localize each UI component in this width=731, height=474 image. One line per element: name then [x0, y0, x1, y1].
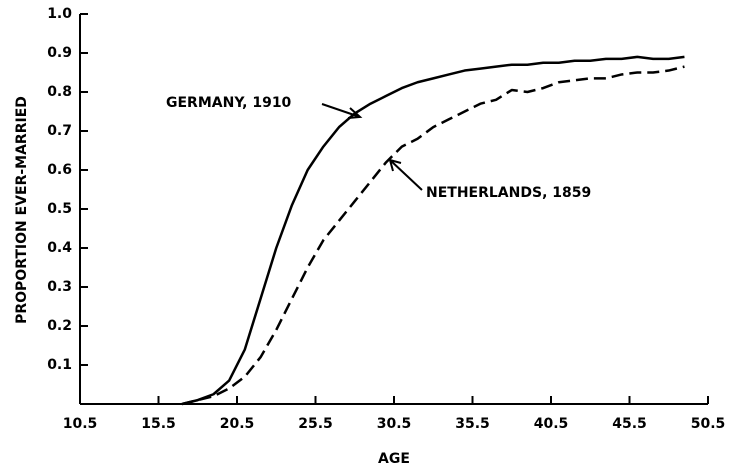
x-tick-label: 40.5 [534, 416, 569, 432]
annotation-arrow [388, 158, 423, 191]
y-tick-label: 0.1 [47, 357, 72, 373]
series-line [181, 55, 685, 406]
y-tick-label: 0.7 [47, 123, 72, 139]
x-tick-label: 15.5 [141, 416, 176, 432]
x-tick-label: 35.5 [455, 416, 490, 432]
y-tick-label: 0.4 [47, 240, 72, 256]
annotation-arrow [321, 103, 363, 119]
x-tick-label: 50.5 [691, 416, 726, 432]
x-tick-label: 10.5 [63, 416, 98, 432]
y-tick-label: 0.5 [47, 201, 72, 217]
x-axis-label: AGE [378, 451, 410, 467]
x-tick-label: 30.5 [377, 416, 412, 432]
series-label: GERMANY, 1910 [166, 95, 292, 111]
x-tick-label: 20.5 [220, 416, 255, 432]
x-tick-label: 45.5 [612, 416, 647, 432]
y-tick-label: 0.3 [47, 279, 72, 295]
y-tick-label: 0.6 [47, 162, 72, 178]
series-label: NETHERLANDS, 1859 [426, 185, 591, 201]
y-tick-label: 0.2 [47, 318, 72, 334]
y-axis-label: PROPORTION EVER-MARRIED [14, 96, 30, 324]
x-tick-label: 25.5 [298, 416, 333, 432]
y-tick-label: 1.0 [47, 6, 72, 22]
y-tick-label: 0.9 [47, 45, 72, 61]
y-tick-label: 0.8 [47, 84, 72, 100]
series-line [181, 65, 685, 406]
